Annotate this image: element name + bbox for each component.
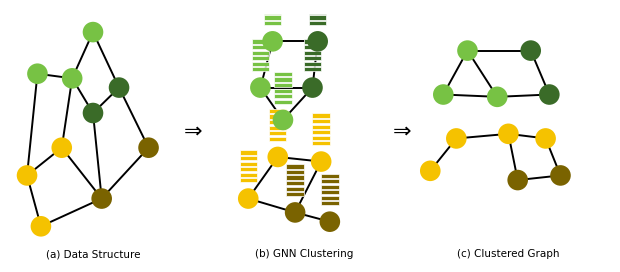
FancyBboxPatch shape — [312, 125, 330, 129]
FancyBboxPatch shape — [252, 62, 269, 66]
FancyBboxPatch shape — [264, 0, 281, 3]
FancyBboxPatch shape — [269, 115, 286, 119]
Point — [312, 39, 322, 44]
Point — [114, 85, 124, 90]
FancyBboxPatch shape — [312, 141, 330, 145]
FancyBboxPatch shape — [274, 88, 291, 93]
FancyBboxPatch shape — [269, 109, 286, 113]
FancyBboxPatch shape — [286, 170, 304, 174]
FancyBboxPatch shape — [286, 187, 304, 191]
FancyBboxPatch shape — [304, 45, 321, 49]
Point — [541, 136, 551, 141]
FancyBboxPatch shape — [304, 56, 321, 60]
FancyBboxPatch shape — [252, 67, 269, 72]
FancyBboxPatch shape — [239, 178, 257, 183]
Point — [97, 196, 107, 201]
Point — [463, 48, 472, 53]
Point — [526, 48, 536, 53]
Text: (a) Data Structure: (a) Data Structure — [46, 249, 140, 259]
FancyBboxPatch shape — [274, 78, 291, 82]
Point — [556, 173, 565, 178]
Point — [36, 224, 46, 228]
FancyBboxPatch shape — [239, 173, 257, 177]
Point — [308, 85, 317, 90]
FancyBboxPatch shape — [286, 164, 304, 168]
FancyBboxPatch shape — [312, 136, 330, 140]
Point — [88, 30, 98, 34]
FancyBboxPatch shape — [252, 51, 269, 55]
Point — [492, 95, 502, 99]
FancyBboxPatch shape — [309, 0, 326, 3]
FancyBboxPatch shape — [269, 131, 286, 135]
FancyBboxPatch shape — [264, 21, 281, 25]
FancyBboxPatch shape — [264, 10, 281, 14]
FancyBboxPatch shape — [321, 174, 339, 178]
FancyBboxPatch shape — [321, 179, 339, 183]
Point — [268, 39, 278, 44]
Point — [255, 85, 265, 90]
FancyBboxPatch shape — [274, 100, 291, 104]
Point — [57, 146, 67, 150]
Text: (c) Clustered Graph: (c) Clustered Graph — [457, 249, 560, 259]
FancyBboxPatch shape — [309, 4, 326, 8]
FancyBboxPatch shape — [252, 39, 269, 44]
FancyBboxPatch shape — [239, 162, 257, 166]
FancyBboxPatch shape — [312, 113, 330, 118]
FancyBboxPatch shape — [264, 4, 281, 8]
Text: (b) GNN Clustering: (b) GNN Clustering — [255, 249, 353, 259]
FancyBboxPatch shape — [304, 62, 321, 66]
Text: $\Rightarrow$: $\Rightarrow$ — [388, 120, 412, 141]
FancyBboxPatch shape — [274, 94, 291, 98]
Point — [425, 169, 435, 173]
FancyBboxPatch shape — [304, 51, 321, 55]
FancyBboxPatch shape — [264, 16, 281, 20]
FancyBboxPatch shape — [269, 125, 286, 130]
FancyBboxPatch shape — [252, 56, 269, 60]
FancyBboxPatch shape — [321, 185, 339, 189]
FancyBboxPatch shape — [286, 175, 304, 180]
Point — [544, 92, 554, 97]
Point — [451, 136, 461, 141]
FancyBboxPatch shape — [304, 39, 321, 44]
FancyBboxPatch shape — [239, 167, 257, 171]
Point — [438, 92, 448, 97]
Point — [290, 210, 300, 215]
Point — [513, 178, 523, 182]
FancyBboxPatch shape — [252, 45, 269, 49]
FancyBboxPatch shape — [269, 137, 286, 141]
FancyBboxPatch shape — [239, 156, 257, 160]
FancyBboxPatch shape — [274, 83, 291, 87]
FancyBboxPatch shape — [321, 190, 339, 194]
FancyBboxPatch shape — [286, 181, 304, 185]
FancyBboxPatch shape — [309, 21, 326, 25]
FancyBboxPatch shape — [312, 119, 330, 123]
Point — [67, 76, 77, 81]
Text: $\Rightarrow$: $\Rightarrow$ — [179, 120, 203, 141]
FancyBboxPatch shape — [304, 67, 321, 72]
FancyBboxPatch shape — [321, 196, 339, 200]
FancyBboxPatch shape — [309, 16, 326, 20]
Point — [22, 173, 32, 178]
FancyBboxPatch shape — [321, 201, 339, 206]
Point — [278, 118, 288, 122]
Point — [32, 72, 42, 76]
FancyBboxPatch shape — [309, 10, 326, 14]
Point — [503, 132, 513, 136]
Point — [273, 155, 283, 159]
FancyBboxPatch shape — [312, 130, 330, 134]
Point — [325, 220, 335, 224]
FancyBboxPatch shape — [269, 120, 286, 124]
FancyBboxPatch shape — [274, 72, 291, 76]
Point — [144, 146, 154, 150]
Point — [316, 159, 326, 164]
FancyBboxPatch shape — [286, 192, 304, 196]
Point — [243, 196, 253, 201]
FancyBboxPatch shape — [239, 150, 257, 154]
Point — [88, 111, 98, 115]
